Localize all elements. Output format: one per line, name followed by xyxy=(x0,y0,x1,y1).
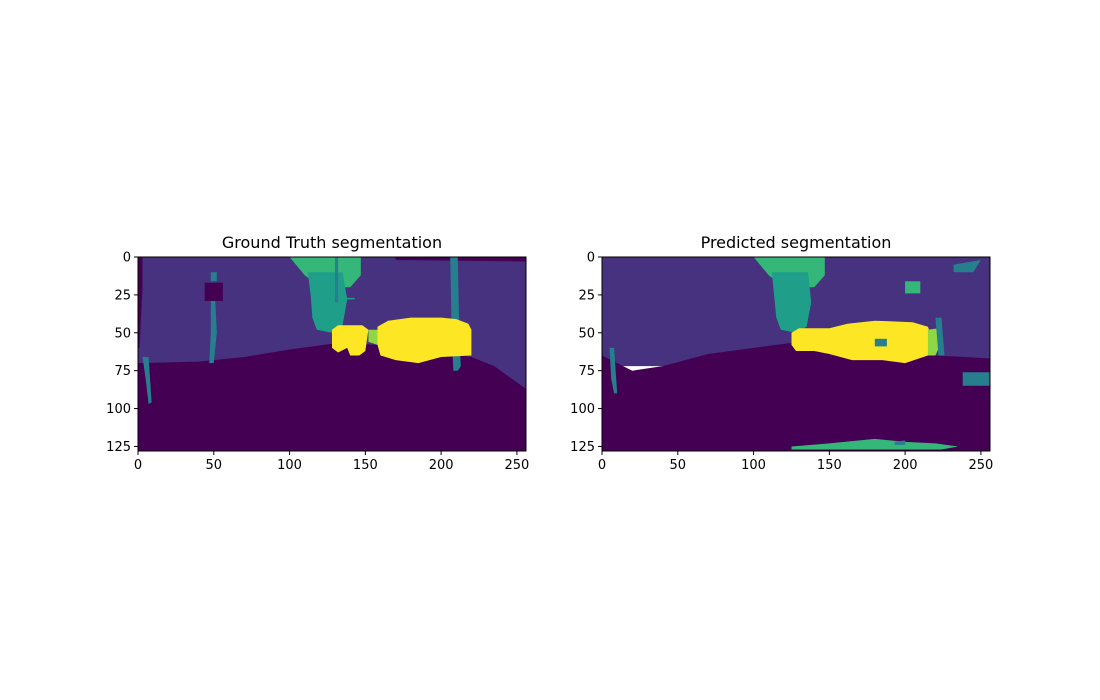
y-tick-label: 25 xyxy=(578,288,595,303)
region-tree xyxy=(771,272,812,333)
region-ground xyxy=(204,282,223,301)
y-tick-label: 0 xyxy=(123,251,131,266)
region-pole xyxy=(335,257,339,303)
predicted-panel: Predicted segmentation 0 50 100 150 200 250 0 25… xyxy=(570,233,993,473)
y-tick-label: 100 xyxy=(106,402,131,417)
region-pole xyxy=(142,357,152,404)
y-tick-label: 0 xyxy=(587,251,595,266)
x-tick-label: 250 xyxy=(504,458,529,473)
region-pole xyxy=(209,301,217,364)
panel-title: Ground Truth segmentation xyxy=(222,233,442,252)
x-tick-label: 150 xyxy=(817,458,842,473)
panel-title: Predicted segmentation xyxy=(701,233,892,252)
y-tick-label: 125 xyxy=(106,440,131,455)
x-tick-label: 250 xyxy=(968,458,993,473)
region-vehicle xyxy=(332,325,369,356)
region-pole xyxy=(935,317,945,356)
axes-frame xyxy=(601,256,991,452)
region-pole xyxy=(953,260,981,273)
region-vehicle xyxy=(377,317,472,364)
y-tick-label: 75 xyxy=(578,364,595,379)
region-vegetation xyxy=(905,281,921,294)
region-pole xyxy=(609,347,618,394)
y-tick-label: 100 xyxy=(570,402,595,417)
x-tick-label: 100 xyxy=(277,458,302,473)
region-pole xyxy=(894,440,906,445)
region-vegetation xyxy=(791,438,959,450)
y-tick-label: 75 xyxy=(114,364,131,379)
x-tick-label: 50 xyxy=(206,458,223,473)
region-ground xyxy=(602,341,990,451)
y-tick-label: 25 xyxy=(114,288,131,303)
region-ground xyxy=(138,257,143,348)
segmentation-image xyxy=(602,257,990,451)
region-ground xyxy=(138,343,526,451)
x-tick-label: 50 xyxy=(670,458,687,473)
region-ground xyxy=(395,257,526,262)
y-tick-label: 125 xyxy=(570,440,595,455)
x-tick-label: 200 xyxy=(429,458,454,473)
region-light xyxy=(368,329,378,345)
x-tick-label: 150 xyxy=(353,458,378,473)
x-tick-label: 100 xyxy=(741,458,766,473)
region-pole xyxy=(210,272,217,282)
region-pole xyxy=(962,372,990,386)
y-tick-label: 50 xyxy=(578,326,595,341)
region-pole xyxy=(874,338,887,347)
segmentation-image xyxy=(138,257,526,451)
x-tick-label: 200 xyxy=(893,458,918,473)
region-vehicle xyxy=(791,320,933,364)
x-tick-label: 0 xyxy=(598,458,606,473)
axes-frame xyxy=(137,256,527,452)
y-tick-label: 50 xyxy=(114,326,131,341)
x-tick-label: 0 xyxy=(134,458,142,473)
